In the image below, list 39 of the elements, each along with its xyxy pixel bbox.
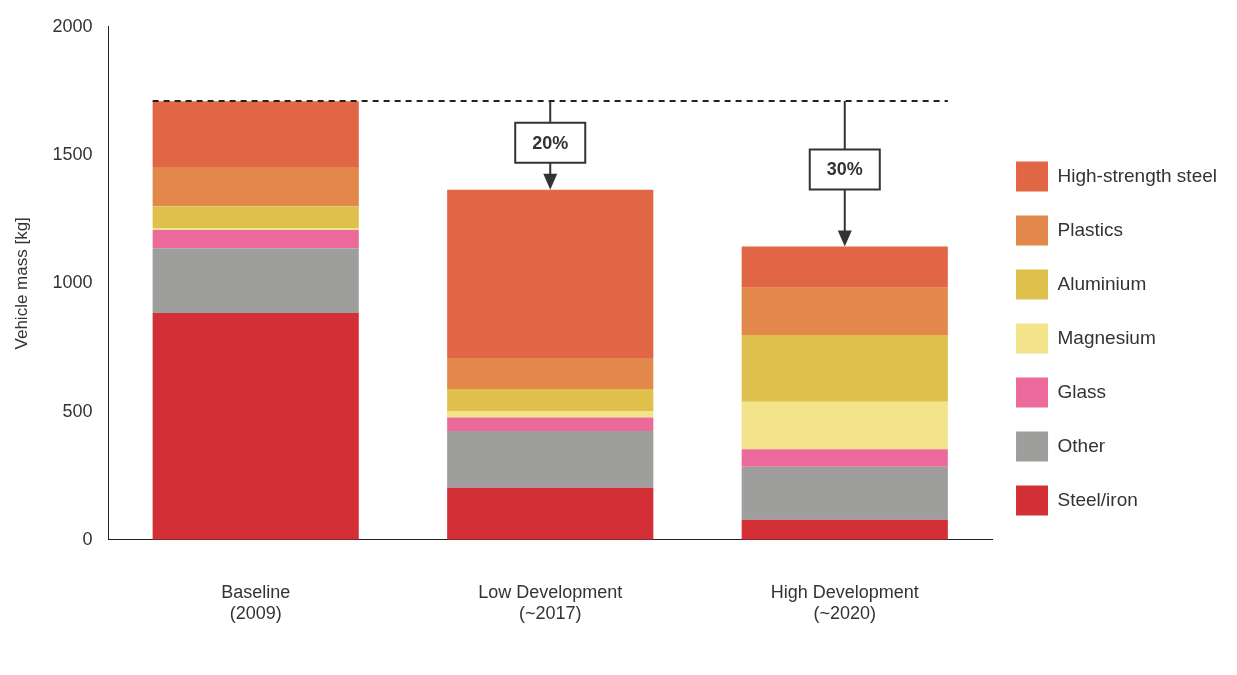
bar (741, 287, 948, 336)
bar (741, 466, 948, 520)
annotation: 20% (532, 132, 569, 153)
y-tick-label: 1000 (52, 272, 93, 293)
bar (741, 519, 948, 540)
bar (152, 313, 359, 540)
bar (152, 248, 359, 314)
bar (447, 189, 654, 358)
bar (447, 431, 654, 488)
legend-label: Glass (1057, 380, 1107, 402)
legend-label: Magnesium (1057, 326, 1156, 348)
y-tick-label: 2000 (52, 15, 93, 36)
x-tick-label: High Development (~2020) (770, 581, 919, 624)
y-tick-label: 500 (62, 400, 93, 421)
bar (447, 357, 654, 389)
bar (447, 487, 654, 540)
legend-label: Steel/iron (1057, 488, 1138, 510)
bar (152, 227, 359, 230)
bar (152, 101, 359, 168)
bar (447, 388, 654, 412)
bar (152, 206, 359, 228)
bar (152, 167, 359, 207)
bar (741, 246, 948, 288)
bar (741, 335, 948, 402)
y-tick-label: 1500 (52, 144, 93, 165)
bar (447, 411, 654, 418)
legend-label: Other (1057, 434, 1106, 456)
legend-label: High-strength steel (1057, 164, 1217, 186)
legend-label: Aluminium (1057, 272, 1147, 294)
y-tick-label: 0 (82, 528, 93, 549)
bar (741, 449, 948, 467)
bar (447, 417, 654, 432)
annotation: 30% (826, 159, 863, 180)
y-axis-title: Vehicle mass [kg] (11, 217, 31, 350)
legend-label: Plastics (1057, 218, 1123, 240)
bar (741, 401, 948, 450)
x-tick-label: Baseline (2009) (221, 581, 291, 624)
x-tick-label: Low Development (~2017) (478, 581, 623, 624)
bar (152, 229, 359, 249)
